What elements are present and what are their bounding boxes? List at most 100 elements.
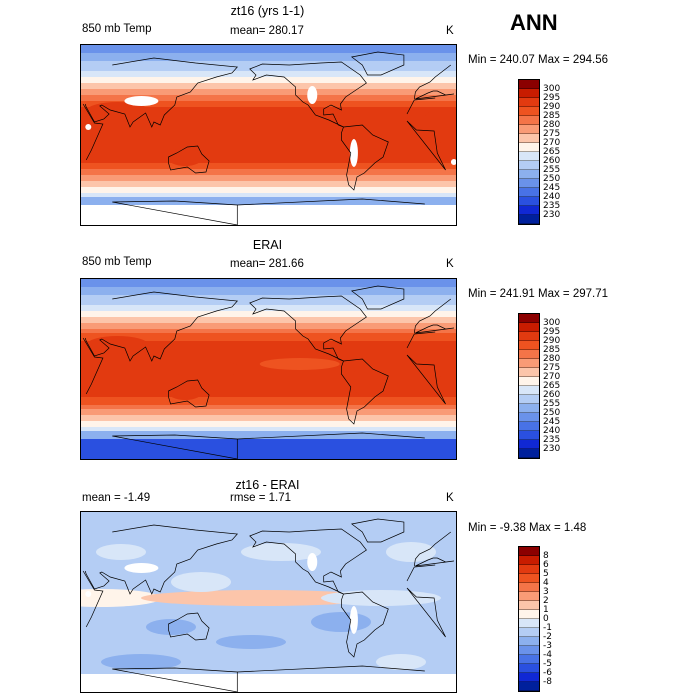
- panel-2-map-contour-band: [81, 285, 456, 288]
- panel-2-map-contour-band: [81, 435, 456, 438]
- panel-1-map-contour-band: [81, 55, 456, 58]
- panel-2-colorbar-tick-label: 300: [543, 318, 561, 328]
- panel-3-colorbar-swatch: [519, 682, 539, 691]
- panel-1-map-contour-band: [81, 189, 456, 192]
- panel-1-colorbar-tick-label: 270: [543, 138, 561, 148]
- panel-1-map-contour-band: [81, 175, 456, 178]
- panel-2-map-contour-band: [81, 319, 456, 322]
- panel-1-hot-spot: [167, 148, 204, 166]
- panel-3-colorbar-swatch: [519, 592, 539, 601]
- panel-3-units: K: [446, 492, 454, 504]
- panel-2-map-contour-band: [81, 375, 456, 378]
- panel-1-map-contour-band: [81, 47, 456, 50]
- panel-2-coastline: [82, 331, 446, 405]
- panel-2-map-contour-band: [81, 313, 456, 316]
- panel-2-variable: 850 mb Temp: [82, 256, 152, 268]
- panel-2-map-contour-band: [81, 311, 456, 314]
- panel-1-map-contour-band: [81, 131, 456, 134]
- panel-2-map-contour-band: [81, 383, 456, 386]
- panel-2-map-contour-band: [81, 393, 456, 396]
- panel-2-coastline: [168, 379, 210, 408]
- panel-3-mean: mean = -1.49: [82, 492, 151, 504]
- panel-2-map-contour-band: [81, 339, 456, 342]
- panel-1-map-contour-band: [81, 69, 456, 72]
- panel-2-colorbar-tick-label: 265: [543, 381, 561, 391]
- panel-1-map-contour-band: [81, 97, 456, 100]
- panel-2-map-contour-band: [81, 405, 456, 408]
- panel-2-colorbar-swatch: [519, 404, 539, 413]
- panel-2-map-contour-band: [81, 419, 456, 422]
- panel-1-map-contour-band: [81, 109, 456, 112]
- panel-2-map-contour-band: [81, 423, 456, 426]
- panel-1-map-contour-band: [81, 117, 456, 120]
- panel-1-colorbar-swatch: [519, 152, 539, 161]
- panel-3-colorbar-swatch: [519, 646, 539, 655]
- panel-2-map-contour-band: [81, 387, 456, 390]
- panel-1-colorbar-swatch: [519, 125, 539, 134]
- panel-1-map-contour-band: [81, 163, 456, 166]
- panel-1-colorbar-swatch: [519, 116, 539, 125]
- panel-1-map-contour-band: [81, 197, 456, 200]
- panel-3-minmax: Min = -9.38 Max = 1.48: [468, 522, 587, 534]
- panel-1-colorbar-swatch: [519, 197, 539, 206]
- panel-3-colorbar-tick-label: 0: [543, 614, 549, 624]
- panel-1-map-contour-band: [81, 133, 456, 136]
- panel-1-map-contour-band: [81, 159, 456, 162]
- panel-2-colorbar-swatch: [519, 386, 539, 395]
- panel-1-map-contour-band: [81, 73, 456, 76]
- panel-1-coastline: [112, 198, 425, 225]
- panel-2-map-contour-band: [81, 337, 456, 340]
- panel-2-colorbar-tick-label: 275: [543, 363, 561, 373]
- panel-1-map-contour-band: [81, 99, 456, 102]
- panel-3-colorbar: 8 6 5 4 3 2 1 0 -1 -2 -3 -4 -5 -6 -8: [518, 546, 552, 692]
- panel-1-colorbar-swatch: [519, 98, 539, 107]
- panel-2-map-contour-band: [81, 411, 456, 414]
- panel-2-colorbar-swatch: [519, 413, 539, 422]
- panel-1-colorbar-swatch: [519, 134, 539, 143]
- panel-3-colorbar-swatch: [519, 565, 539, 574]
- panel-2-map-contour-band: [81, 369, 456, 372]
- panel-2-map-contour-band: [81, 301, 456, 304]
- panel-3-colorbar-tick-label: -4: [543, 650, 552, 660]
- panel-2-colorbar-swatch: [519, 341, 539, 350]
- panel-2-map-contour-band: [81, 421, 456, 424]
- panel-2-map-contour-band: [81, 403, 456, 406]
- panel-2-map-contour-band: [81, 385, 456, 388]
- panel-1-colorbar-tick-label: 285: [543, 111, 561, 121]
- panel-1-map-contour-band: [81, 169, 456, 172]
- panel-1-map-contour-band: [81, 201, 456, 204]
- panel-2-colorbar-tick-label: 260: [543, 390, 561, 400]
- panel-3-colorbar-swatch: [519, 655, 539, 664]
- panel-1-colorbar-tick-label: 300: [543, 84, 561, 94]
- panel-3-masked-terrain: [349, 606, 358, 634]
- panel-2-map-contour-band: [81, 279, 456, 282]
- panel-3-coastline: [249, 528, 367, 595]
- panel-2-map-contour-band: [81, 333, 456, 336]
- panel-3-colorbar-tick-label: 3: [543, 587, 549, 597]
- panel-2-map-contour-band: [81, 367, 456, 370]
- panel-2-coastline: [112, 432, 425, 459]
- panel-2-map-contour-band: [81, 345, 456, 348]
- panel-2-map-contour-band: [81, 431, 456, 434]
- panel-1-masked-terrain: [85, 124, 92, 130]
- panel-1-units: K: [446, 25, 454, 37]
- panel-1-map-contour-band: [81, 103, 456, 106]
- panel-1-map-contour-band: [81, 105, 456, 108]
- panel-1-map-contour-band: [81, 77, 456, 80]
- panel-1-map-contour-band: [81, 191, 456, 194]
- panel-3-colorbar-tick-label: -3: [543, 641, 552, 651]
- panel-2-hot-spot: [351, 365, 384, 397]
- panel-3-colorbar-tick-label: 6: [543, 560, 549, 570]
- panel-2-mean: mean= 281.66: [230, 258, 304, 270]
- panel-1-map-contour-band: [81, 79, 456, 82]
- panel-2-colorbar-swatch: [519, 314, 539, 323]
- panel-3-anomaly-patch: [386, 542, 436, 562]
- panel-1-colorbar-swatch: [519, 179, 539, 188]
- panel-2-map-contour-band: [81, 287, 456, 290]
- panel-1-hot-spot: [351, 131, 384, 163]
- panel-1-map-contour-band: [81, 45, 456, 48]
- panel-2-map-contour-band: [81, 379, 456, 382]
- panel-3-colorbar-tick-label: -5: [543, 659, 552, 669]
- panel-2-hot-spot: [167, 382, 204, 400]
